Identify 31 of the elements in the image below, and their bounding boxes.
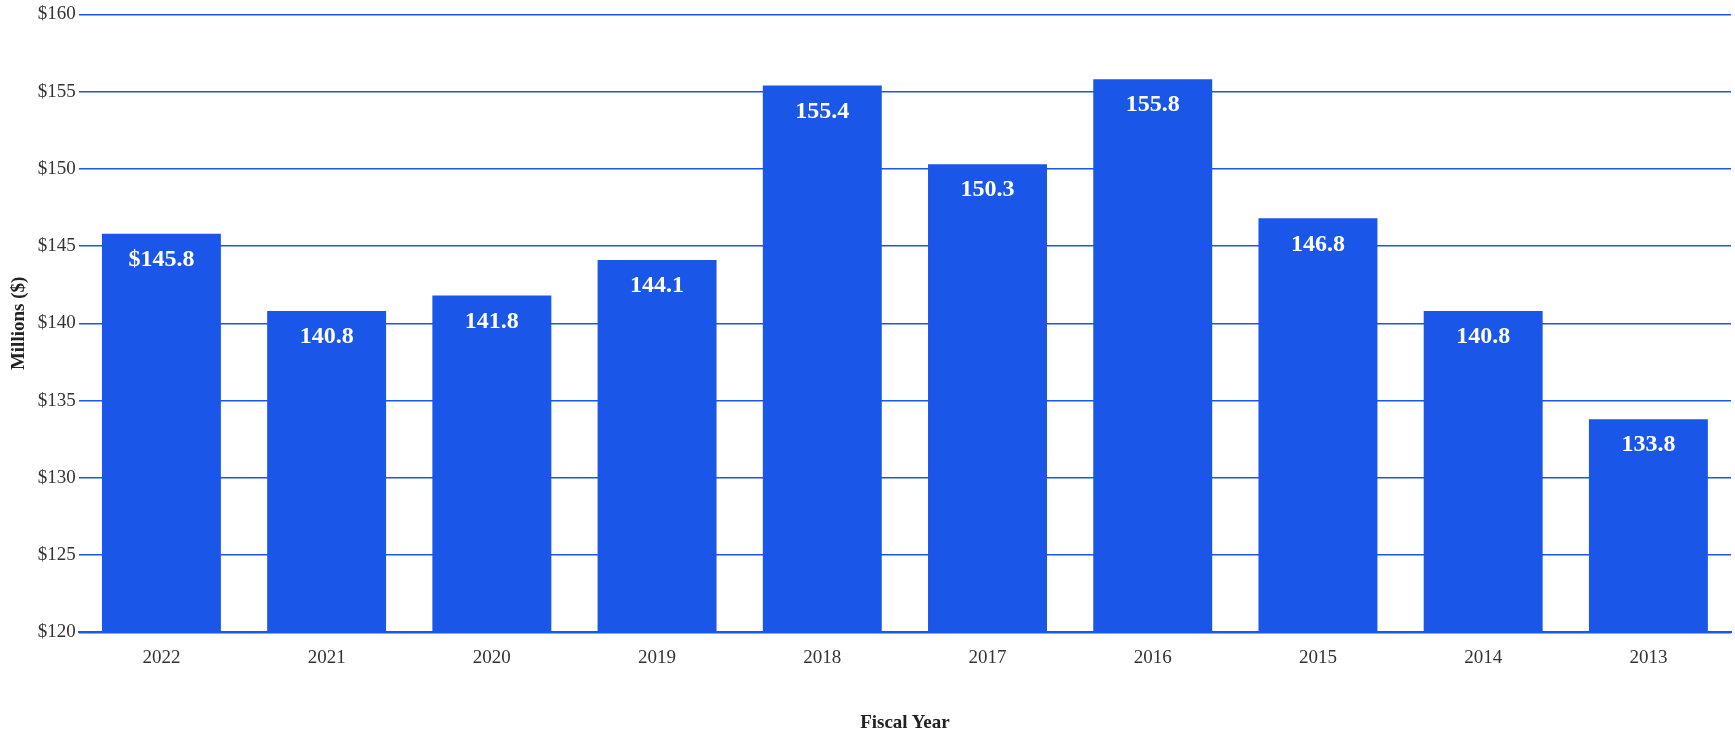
x-axis-title: Fiscal Year xyxy=(860,710,951,732)
data-label: 140.8 xyxy=(1456,322,1511,349)
data-label: 144.1 xyxy=(630,271,685,298)
y-tick-label: $135 xyxy=(37,388,76,410)
data-label: 133.8 xyxy=(1621,430,1676,457)
y-tick-label: $160 xyxy=(37,2,76,24)
y-tick-label: $120 xyxy=(37,620,76,642)
data-label: 140.8 xyxy=(299,322,354,349)
x-tick-label: 2018 xyxy=(803,645,842,667)
y-tick-label: $140 xyxy=(37,311,76,333)
x-tick-label: 2022 xyxy=(142,645,181,667)
x-tick-label: 2019 xyxy=(638,645,677,667)
x-tick-label: 2017 xyxy=(968,645,1007,667)
y-tick-label: $145 xyxy=(37,234,76,256)
data-label: 150.3 xyxy=(960,175,1015,202)
data-label: 146.8 xyxy=(1290,229,1345,256)
y-tick-label: $125 xyxy=(37,543,76,565)
x-tick-label: 2014 xyxy=(1464,645,1503,667)
x-tick-label: 2021 xyxy=(307,645,346,667)
x-tick-label: 2015 xyxy=(1298,645,1337,667)
y-tick-label: $150 xyxy=(37,156,76,178)
x-tick-label: 2013 xyxy=(1629,645,1668,667)
x-tick-label: 2020 xyxy=(472,645,511,667)
y-axis-title: Millions ($) xyxy=(7,276,30,371)
data-label: 155.4 xyxy=(795,96,850,123)
x-tick-label: 2016 xyxy=(1133,645,1172,667)
data-label: 155.8 xyxy=(1125,90,1180,117)
y-tick-label: $130 xyxy=(37,465,76,487)
data-label: $145.8 xyxy=(128,244,195,271)
data-label: 141.8 xyxy=(464,306,519,333)
y-tick-label: $155 xyxy=(37,79,76,101)
